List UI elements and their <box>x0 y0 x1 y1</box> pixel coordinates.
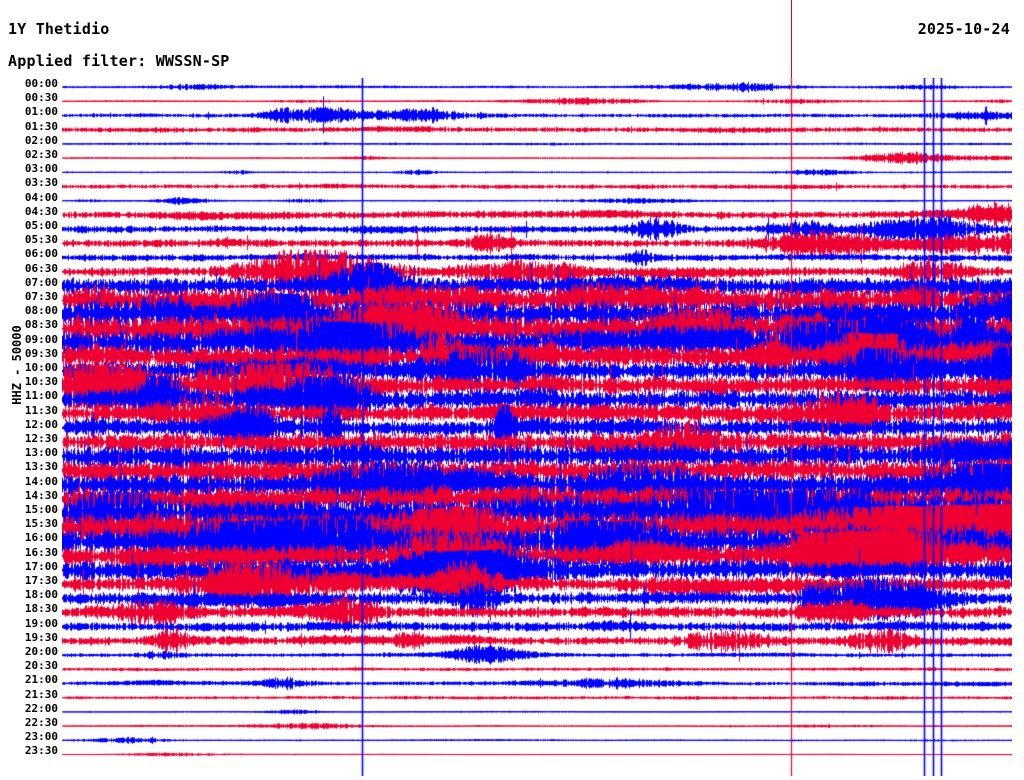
time-tick-1730: 17:30 <box>24 574 58 587</box>
time-tick-0330: 03:30 <box>24 176 58 190</box>
time-tick-0730: 07:30 <box>24 290 58 303</box>
applied-filter-label: Applied filter: WWSSN-SP <box>8 52 230 70</box>
time-tick-2230: 22:30 <box>24 716 58 729</box>
time-tick-0630: 06:30 <box>24 261 58 275</box>
time-tick-0230: 02:30 <box>24 148 58 161</box>
event-marker-line <box>791 0 792 78</box>
time-tick-1230: 12:30 <box>24 432 58 445</box>
time-tick-1930: 19:30 <box>24 630 58 644</box>
time-tick-0700: 07:00 <box>24 275 58 289</box>
time-tick-1330: 13:30 <box>24 460 58 474</box>
time-tick-1100: 11:00 <box>24 389 58 403</box>
time-tick-1700: 17:00 <box>24 559 58 573</box>
time-tick-1530: 15:30 <box>24 517 58 531</box>
time-tick-0800: 08:00 <box>24 304 58 318</box>
time-tick-0530: 05:30 <box>24 233 58 247</box>
time-tick-2000: 20:00 <box>24 645 58 658</box>
time-tick-0300: 03:00 <box>24 162 58 176</box>
time-tick-0030: 00:30 <box>24 91 58 105</box>
time-tick-2330: 23:30 <box>24 744 58 758</box>
time-tick-2130: 21:30 <box>24 687 58 701</box>
time-tick-0000: 00:00 <box>24 77 58 90</box>
seismic-trace-canvas[interactable] <box>62 78 1012 776</box>
time-tick-1130: 11:30 <box>24 403 58 417</box>
time-tick-0600: 06:00 <box>24 247 58 261</box>
time-tick-0200: 02:00 <box>24 133 58 147</box>
time-tick-0130: 01:30 <box>24 119 58 133</box>
time-tick-0900: 09:00 <box>24 332 58 346</box>
time-tick-0930: 09:30 <box>24 346 58 360</box>
date-label: 2025-10-24 <box>917 20 1010 38</box>
station-title: 1Y Thetidio <box>8 20 110 38</box>
time-tick-1900: 19:00 <box>24 616 58 630</box>
time-tick-0500: 05:00 <box>24 219 58 232</box>
time-tick-2030: 20:30 <box>24 659 58 673</box>
time-tick-1600: 16:00 <box>24 531 58 545</box>
time-tick-1830: 18:30 <box>24 602 58 616</box>
time-tick-0830: 08:30 <box>24 318 58 332</box>
time-tick-1200: 12:00 <box>24 417 58 431</box>
time-tick-0430: 04:30 <box>24 204 58 218</box>
time-tick-1300: 13:00 <box>24 446 58 460</box>
time-tick-1030: 10:30 <box>24 375 58 389</box>
time-tick-2200: 22:00 <box>24 701 58 715</box>
time-tick-2100: 21:00 <box>24 673 58 687</box>
helicorder-plot-area[interactable] <box>62 78 1012 776</box>
time-tick-0400: 04:00 <box>24 190 58 204</box>
time-tick-1430: 14:30 <box>24 488 58 502</box>
time-tick-1400: 14:00 <box>24 474 58 488</box>
time-tick-1800: 18:00 <box>24 588 58 602</box>
time-tick-1500: 15:00 <box>24 503 58 516</box>
time-tick-1000: 10:00 <box>24 361 58 374</box>
time-axis: 00:00 00:30 01:00 01:30 02:00 02:30 03:00 03:30… <box>0 78 62 776</box>
time-tick-0100: 01:00 <box>24 105 58 119</box>
time-tick-1630: 16:30 <box>24 545 58 559</box>
time-tick-2300: 23:00 <box>24 730 58 744</box>
